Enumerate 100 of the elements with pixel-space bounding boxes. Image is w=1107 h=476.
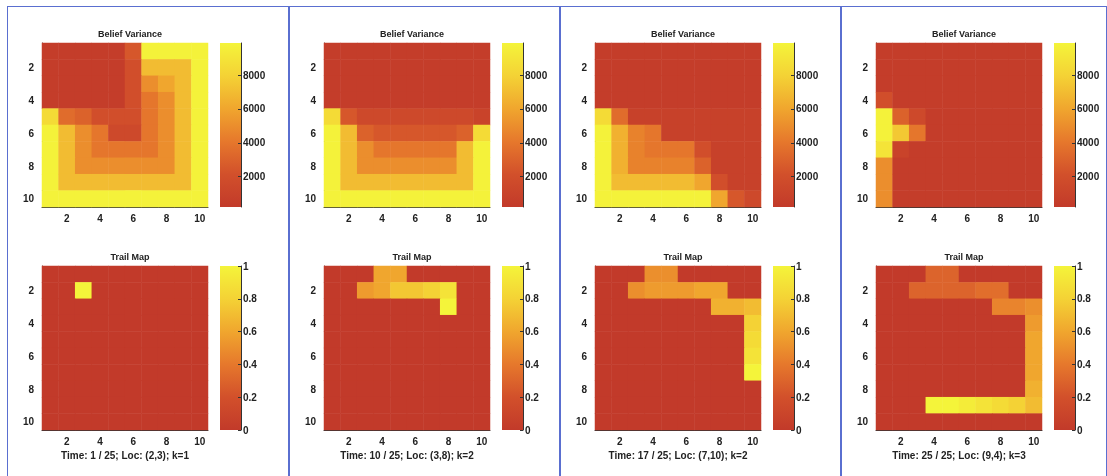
x-tick-label: 8 (445, 435, 452, 447)
color-bar-label: 0.4 (525, 358, 540, 370)
color-bar-label: 0.2 (243, 391, 258, 403)
x-axis-title: Time: 17 / 25; Loc: (7,10); k=2 (608, 450, 748, 462)
y-tick-label: 10 (575, 416, 588, 428)
x-tick-label: 6 (412, 212, 419, 224)
x-tick-label: 10 (476, 435, 488, 447)
x-tick-label: 2 (898, 435, 905, 447)
y-tick-label: 6 (28, 127, 35, 139)
y-tick-label: 2 (310, 62, 317, 74)
y-tick-label: 8 (862, 383, 869, 395)
y-tick-label: 8 (310, 160, 317, 172)
y-tick-label: 2 (581, 62, 588, 74)
color-bar-label: 2000 (796, 171, 819, 183)
x-tick-label: 4 (931, 435, 938, 447)
x-tick-label: 10 (194, 435, 206, 447)
y-tick-label: 10 (304, 416, 317, 428)
x-tick-label: 2 (898, 212, 905, 224)
y-tick-label: 6 (862, 350, 869, 362)
y-tick-label: 4 (862, 94, 869, 106)
x-tick-label: 4 (97, 212, 104, 224)
color-bar-label: 0 (796, 424, 802, 436)
y-tick-label: 10 (856, 193, 869, 205)
x-tick-label: 8 (445, 212, 452, 224)
color-bar-label: 6000 (243, 103, 266, 115)
y-tick-label: 4 (581, 94, 588, 106)
y-tick-label: 6 (310, 127, 317, 139)
y-tick-label: 8 (581, 160, 588, 172)
chart-title: Trail Map (944, 251, 984, 262)
color-bar-label: 2000 (243, 171, 266, 183)
chart-title: Trail Map (663, 251, 703, 262)
y-tick-label: 8 (28, 160, 35, 172)
color-bar-label: 6000 (796, 103, 819, 115)
x-tick-label: 4 (931, 212, 938, 224)
color-bar-label: 4000 (1077, 137, 1100, 149)
x-tick-label: 2 (346, 212, 353, 224)
color-bar-label: 0.2 (525, 391, 540, 403)
x-axis-title: Time: 1 / 25; Loc: (2,3); k=1 (61, 450, 190, 462)
color-bar-label: 8000 (796, 69, 819, 81)
color-bar-label: 0.2 (796, 391, 811, 403)
y-tick-label: 8 (310, 383, 317, 395)
color-bar-label: 0.6 (1077, 326, 1092, 338)
color-bar-label: 0.6 (796, 326, 811, 338)
x-tick-label: 2 (617, 212, 624, 224)
color-bar-label: 0.6 (525, 326, 540, 338)
y-tick-label: 2 (862, 62, 869, 74)
y-tick-label: 2 (28, 62, 35, 74)
color-bar-label: 0 (1077, 424, 1083, 436)
y-tick-label: 6 (28, 350, 35, 362)
y-tick-label: 8 (28, 383, 35, 395)
chart-title: Trail Map (110, 251, 150, 262)
x-tick-label: 10 (476, 212, 488, 224)
color-bar-label: 8000 (243, 69, 266, 81)
color-bar-label: 0 (243, 424, 249, 436)
chart-title: Belief Variance (650, 28, 716, 39)
y-tick-label: 2 (310, 285, 317, 297)
color-bar-label: 1 (243, 260, 249, 272)
color-bar-label: 0.6 (243, 326, 258, 338)
x-tick-label: 4 (97, 435, 104, 447)
chart-title: Belief Variance (931, 28, 997, 39)
color-bar-label: 0.2 (1077, 391, 1092, 403)
y-tick-label: 4 (862, 317, 869, 329)
x-tick-label: 8 (716, 212, 723, 224)
chart-title: Trail Map (392, 251, 432, 262)
x-tick-label: 10 (747, 435, 759, 447)
y-tick-label: 10 (304, 193, 317, 205)
y-tick-label: 10 (856, 416, 869, 428)
x-tick-label: 4 (379, 435, 386, 447)
chart-title: Belief Variance (97, 28, 163, 39)
y-tick-label: 4 (581, 317, 588, 329)
x-tick-label: 10 (194, 212, 206, 224)
y-tick-label: 4 (310, 317, 317, 329)
x-tick-label: 8 (163, 435, 170, 447)
y-tick-label: 2 (862, 285, 869, 297)
x-tick-label: 2 (346, 435, 353, 447)
x-tick-label: 6 (683, 212, 690, 224)
chart-title: Belief Variance (379, 28, 445, 39)
color-bar-label: 0.8 (243, 293, 258, 305)
color-bar-label: 6000 (1077, 103, 1100, 115)
y-tick-label: 4 (28, 317, 35, 329)
color-bar-label: 8000 (1077, 69, 1100, 81)
x-tick-label: 10 (1028, 212, 1040, 224)
y-tick-label: 6 (581, 127, 588, 139)
y-tick-label: 4 (310, 94, 317, 106)
x-tick-label: 8 (997, 435, 1004, 447)
y-tick-label: 8 (862, 160, 869, 172)
x-tick-label: 4 (379, 212, 386, 224)
y-tick-label: 10 (22, 193, 35, 205)
x-tick-label: 6 (130, 212, 137, 224)
x-tick-label: 6 (412, 435, 419, 447)
color-bar-label: 0.4 (1077, 358, 1092, 370)
y-tick-label: 2 (28, 285, 35, 297)
x-tick-label: 8 (716, 435, 723, 447)
color-bar-label: 6000 (525, 103, 548, 115)
color-bar-label: 4000 (525, 137, 548, 149)
x-tick-label: 2 (64, 212, 71, 224)
y-tick-label: 10 (575, 193, 588, 205)
x-tick-label: 10 (747, 212, 759, 224)
color-bar-label: 1 (796, 260, 802, 272)
y-tick-label: 6 (581, 350, 588, 362)
